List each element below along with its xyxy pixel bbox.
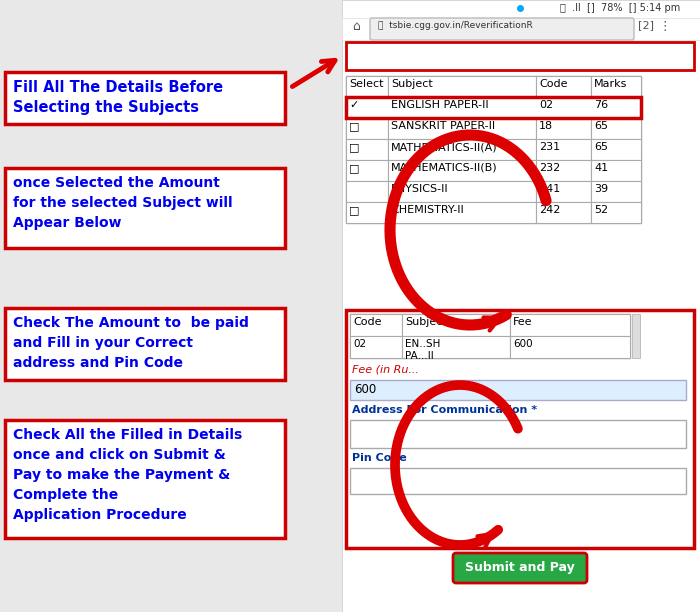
Text: once Selected the Amount: once Selected the Amount: [13, 176, 220, 190]
Text: 02: 02: [539, 100, 553, 110]
Text: Pay to make the Payment &: Pay to make the Payment &: [13, 468, 230, 482]
Text: 232: 232: [539, 163, 560, 173]
Text: 242: 242: [539, 205, 561, 215]
Text: and Fill in your Correct: and Fill in your Correct: [13, 336, 193, 350]
FancyBboxPatch shape: [346, 118, 388, 139]
Text: Code: Code: [539, 79, 568, 89]
Text: ⋮: ⋮: [658, 20, 671, 33]
Text: □: □: [349, 121, 360, 131]
Text: 令  .Il  []  78%  [] 5:14 pm: 令 .Il [] 78% [] 5:14 pm: [560, 3, 680, 13]
Text: 65: 65: [594, 142, 608, 152]
FancyBboxPatch shape: [388, 97, 536, 118]
Text: 600: 600: [354, 383, 377, 396]
FancyBboxPatch shape: [536, 76, 591, 97]
Text: 76: 76: [594, 100, 608, 110]
Text: CHEMISTRY-II: CHEMISTRY-II: [391, 205, 463, 215]
Text: Subject: Subject: [391, 79, 433, 89]
FancyBboxPatch shape: [5, 168, 285, 248]
Text: 18: 18: [539, 121, 553, 131]
Text: Fee: Fee: [513, 317, 533, 327]
FancyBboxPatch shape: [510, 336, 630, 358]
FancyBboxPatch shape: [350, 468, 686, 494]
Text: Submit and Pay: Submit and Pay: [465, 561, 575, 575]
FancyBboxPatch shape: [510, 314, 630, 336]
Text: ENGLISH PAPER-II: ENGLISH PAPER-II: [391, 100, 489, 110]
FancyBboxPatch shape: [346, 76, 641, 223]
Text: Fee (in Ru...: Fee (in Ru...: [352, 364, 419, 374]
FancyBboxPatch shape: [536, 160, 591, 181]
Text: Select: Select: [349, 79, 384, 89]
FancyBboxPatch shape: [536, 139, 591, 160]
Text: Fill All The Details Before: Fill All The Details Before: [13, 80, 223, 95]
FancyBboxPatch shape: [402, 336, 510, 358]
Text: SANSKRIT PAPER-II: SANSKRIT PAPER-II: [391, 121, 495, 131]
Text: 52: 52: [594, 205, 608, 215]
FancyBboxPatch shape: [536, 181, 591, 202]
FancyBboxPatch shape: [388, 181, 536, 202]
FancyBboxPatch shape: [346, 310, 694, 548]
FancyBboxPatch shape: [388, 160, 536, 181]
Text: □: □: [349, 163, 360, 173]
Text: 241: 241: [539, 184, 560, 194]
FancyBboxPatch shape: [388, 139, 536, 160]
Text: Check The Amount to  be paid: Check The Amount to be paid: [13, 316, 249, 330]
FancyBboxPatch shape: [402, 314, 510, 336]
Text: ⌂: ⌂: [352, 20, 360, 33]
Text: Check All the Filled in Details: Check All the Filled in Details: [13, 428, 242, 442]
FancyBboxPatch shape: [346, 76, 388, 97]
FancyBboxPatch shape: [346, 160, 388, 181]
FancyBboxPatch shape: [536, 97, 591, 118]
Text: Code: Code: [353, 317, 382, 327]
FancyBboxPatch shape: [591, 160, 641, 181]
Text: MATHEMATICS-II(A): MATHEMATICS-II(A): [391, 142, 498, 152]
FancyBboxPatch shape: [346, 202, 388, 223]
FancyBboxPatch shape: [591, 181, 641, 202]
FancyBboxPatch shape: [591, 202, 641, 223]
FancyBboxPatch shape: [632, 314, 640, 358]
FancyBboxPatch shape: [350, 336, 402, 358]
Text: Pin Code: Pin Code: [352, 453, 407, 463]
FancyBboxPatch shape: [350, 314, 630, 358]
Text: Appear Below: Appear Below: [13, 216, 122, 230]
Text: ENGLISH PAPER-II: ENGLISH PAPER-II: [391, 100, 489, 110]
FancyBboxPatch shape: [346, 181, 388, 202]
FancyBboxPatch shape: [453, 553, 587, 583]
Text: [2]: [2]: [638, 20, 654, 30]
Text: Selecting the Subjects: Selecting the Subjects: [13, 100, 199, 115]
FancyBboxPatch shape: [591, 97, 641, 118]
Text: for the selected Subject will: for the selected Subject will: [13, 196, 232, 210]
FancyBboxPatch shape: [342, 0, 700, 612]
FancyBboxPatch shape: [591, 76, 641, 97]
FancyBboxPatch shape: [350, 314, 402, 336]
Text: Complete the: Complete the: [13, 488, 118, 502]
Text: address and Pin Code: address and Pin Code: [13, 356, 183, 370]
FancyBboxPatch shape: [536, 202, 591, 223]
FancyBboxPatch shape: [346, 97, 641, 118]
Text: PHYSICS-II: PHYSICS-II: [391, 184, 449, 194]
FancyBboxPatch shape: [346, 139, 388, 160]
Text: 02: 02: [539, 100, 553, 110]
Text: 231: 231: [539, 142, 560, 152]
Text: □: □: [349, 142, 360, 152]
Text: EN..SH
PA...II: EN..SH PA...II: [405, 339, 440, 360]
FancyBboxPatch shape: [536, 118, 591, 139]
FancyBboxPatch shape: [350, 380, 686, 400]
Text: 41: 41: [594, 163, 608, 173]
FancyBboxPatch shape: [350, 420, 686, 448]
FancyBboxPatch shape: [342, 18, 700, 40]
FancyBboxPatch shape: [5, 420, 285, 538]
FancyBboxPatch shape: [346, 97, 388, 118]
Text: □: □: [349, 205, 360, 215]
FancyBboxPatch shape: [5, 72, 285, 124]
FancyBboxPatch shape: [370, 18, 634, 40]
Text: once and click on Submit &: once and click on Submit &: [13, 448, 225, 462]
Text: 65: 65: [594, 121, 608, 131]
FancyBboxPatch shape: [388, 76, 536, 97]
Text: Application Procedure: Application Procedure: [13, 508, 187, 522]
Text: Subject: Subject: [405, 317, 447, 327]
FancyBboxPatch shape: [388, 202, 536, 223]
Text: 🔒  tsbie.cgg.gov.in/ReverificationR: 🔒 tsbie.cgg.gov.in/ReverificationR: [378, 21, 533, 30]
FancyBboxPatch shape: [591, 118, 641, 139]
FancyBboxPatch shape: [346, 42, 694, 70]
